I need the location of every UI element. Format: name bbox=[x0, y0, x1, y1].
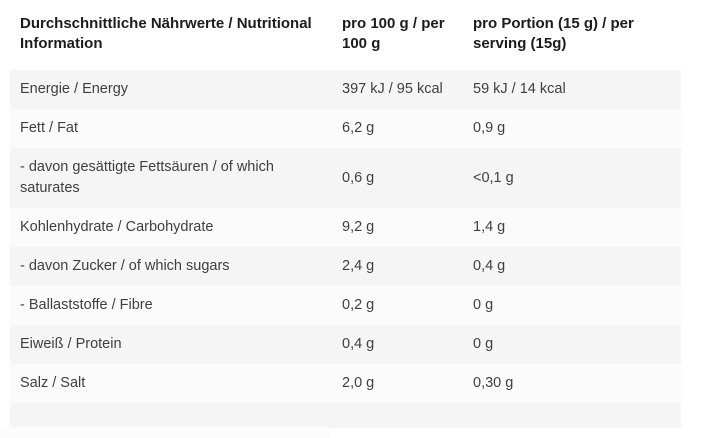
row-per-serving-value: 1,4 g bbox=[473, 219, 506, 235]
empty-trailing-row bbox=[10, 403, 681, 428]
table-row: - davon Zucker / of which sugars 2,4 g 0,4… bbox=[10, 247, 681, 286]
row-per-serving-value: 0 g bbox=[473, 297, 494, 313]
row-per-100g-value: 0,2 g bbox=[342, 297, 375, 313]
table-body: Energie / Energy 397 kJ / 95 kcal 59 kJ / … bbox=[10, 70, 681, 403]
header-nutrient-column: Durchschnittliche Nährwerte / Nutritiona… bbox=[20, 15, 312, 52]
table-row: - Ballaststoffe / Fibre 0,2 g 0 g bbox=[10, 286, 681, 325]
table-row: Kohlenhydrate / Carbohydrate 9,2 g 1,4 g bbox=[10, 208, 681, 247]
header-per-100g-column: pro 100 g / per 100 g bbox=[342, 15, 445, 52]
row-per-100g-value: 0,4 g bbox=[342, 336, 375, 352]
row-nutrient-label: Energie / Energy bbox=[20, 81, 129, 97]
row-per-serving-value: 0,4 g bbox=[473, 258, 506, 274]
table-row: Salz / Salt 2,0 g 0,30 g bbox=[10, 364, 681, 403]
row-per-100g-value: 9,2 g bbox=[342, 219, 375, 235]
row-per-serving-value: 0,9 g bbox=[473, 120, 506, 136]
row-nutrient-label: - davon gesättigte Fettsäuren / of which… bbox=[20, 159, 274, 196]
row-nutrient-label: Eiweiß / Protein bbox=[20, 336, 122, 352]
table-row: - davon gesättigte Fettsäuren / of which… bbox=[10, 148, 681, 208]
row-per-100g-value: 0,6 g bbox=[342, 169, 375, 186]
row-per-serving-value: <0,1 g bbox=[473, 169, 514, 186]
row-nutrient-label: Kohlenhydrate / Carbohydrate bbox=[20, 219, 214, 235]
table-header-row: Durchschnittliche Nährwerte / Nutritiona… bbox=[10, 0, 681, 70]
row-nutrient-label: - Ballaststoffe / Fibre bbox=[20, 297, 153, 313]
header-per-serving-column: pro Portion (15 g) / per serving (15g) bbox=[473, 15, 634, 52]
partial-next-row bbox=[0, 427, 330, 438]
row-per-100g-value: 397 kJ / 95 kcal bbox=[342, 81, 443, 97]
nutrition-table: Durchschnittliche Nährwerte / Nutritiona… bbox=[10, 0, 681, 428]
table-row: Fett / Fat 6,2 g 0,9 g bbox=[10, 109, 681, 148]
table-row: Energie / Energy 397 kJ / 95 kcal 59 kJ / … bbox=[10, 70, 681, 109]
row-per-serving-value: 0,30 g bbox=[473, 375, 514, 391]
row-nutrient-label: Fett / Fat bbox=[20, 120, 79, 136]
row-per-100g-value: 2,4 g bbox=[342, 258, 375, 274]
row-nutrient-label: - davon Zucker / of which sugars bbox=[20, 258, 230, 274]
table-row: Eiweiß / Protein 0,4 g 0 g bbox=[10, 325, 681, 364]
row-per-serving-value: 59 kJ / 14 kcal bbox=[473, 81, 566, 97]
row-per-100g-value: 6,2 g bbox=[342, 120, 375, 136]
row-per-100g-value: 2,0 g bbox=[342, 375, 375, 391]
row-nutrient-label: Salz / Salt bbox=[20, 375, 86, 391]
row-per-serving-value: 0 g bbox=[473, 336, 494, 352]
